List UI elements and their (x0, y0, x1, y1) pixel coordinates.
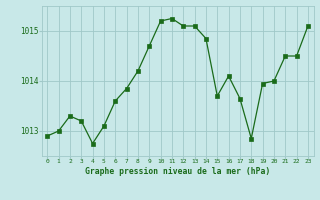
X-axis label: Graphe pression niveau de la mer (hPa): Graphe pression niveau de la mer (hPa) (85, 167, 270, 176)
